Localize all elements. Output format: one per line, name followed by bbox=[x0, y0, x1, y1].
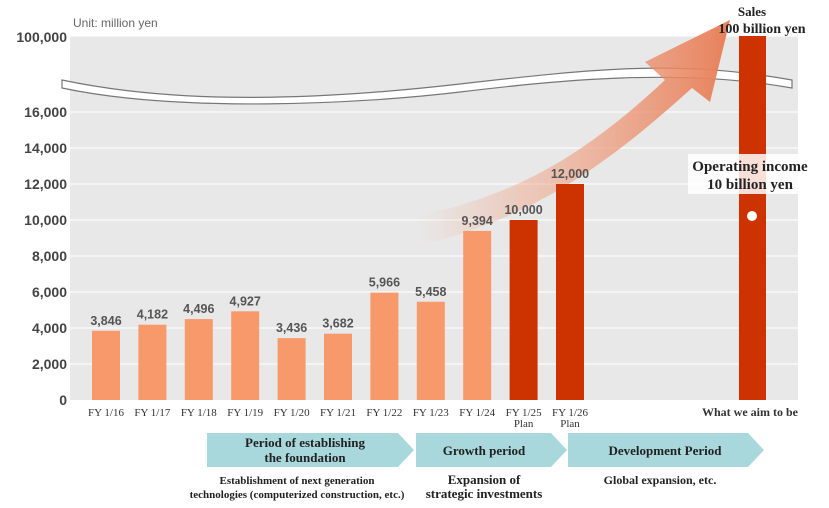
bar-fy-1-26 bbox=[556, 184, 584, 400]
bar-fy-1-17 bbox=[138, 324, 167, 400]
x-tick-label: FY 1/24 bbox=[459, 407, 495, 419]
phase-3-arrow bbox=[568, 433, 764, 467]
y-axis-ticks: 0 2,000 4,000 6,000 8,000 10,000 12,000 14,000 1… bbox=[16, 29, 67, 408]
y-tick-label: 16,000 bbox=[24, 104, 67, 120]
phase-2-desc-line1: Expansion of bbox=[448, 472, 521, 487]
unit-label: Unit: million yen bbox=[73, 16, 158, 30]
value-label: 4,496 bbox=[183, 302, 214, 316]
value-label: 4,182 bbox=[137, 308, 168, 322]
x-tick-sublabel: Plan bbox=[514, 418, 534, 430]
x-tick-label: FY 1/21 bbox=[320, 407, 356, 419]
target-category-label: What we aim to be bbox=[702, 405, 799, 419]
value-label: 3,436 bbox=[276, 321, 307, 335]
value-label: 5,458 bbox=[415, 285, 446, 299]
x-tick-label: FY 1/26 bbox=[552, 407, 588, 419]
phase-2-arrow bbox=[416, 433, 567, 467]
x-tick-label: FY 1/22 bbox=[366, 407, 402, 419]
y-tick-label: 100,000 bbox=[16, 29, 67, 45]
phase-1-desc-line2: technologies (computerized construction,… bbox=[190, 489, 405, 501]
phase-1-label-line2: the foundation bbox=[264, 450, 346, 465]
x-axis-labels: FY 1/16 FY 1/17 FY 1/18 FY 1/19 FY 1/20 FY 1/… bbox=[88, 407, 588, 430]
bar-fy-1-21 bbox=[324, 333, 352, 400]
y-tick-label: 4,000 bbox=[32, 320, 67, 336]
y-tick-label: 10,000 bbox=[24, 212, 67, 228]
bar-fy-1-22 bbox=[370, 292, 399, 400]
value-label: 12,000 bbox=[551, 167, 589, 181]
x-tick-sublabel: Plan bbox=[560, 418, 580, 430]
phase-1: Period of establishing the foundation Es… bbox=[190, 433, 414, 501]
operating-income-box bbox=[688, 154, 812, 194]
x-tick-label: FY 1/17 bbox=[134, 407, 170, 419]
phase-1-label-line1: Period of establishing bbox=[245, 435, 365, 450]
value-label: 10,000 bbox=[504, 203, 542, 217]
operating-income-value: 10 billion yen bbox=[707, 177, 794, 193]
x-tick-label: FY 1/23 bbox=[413, 407, 449, 419]
bar-fy-1-24 bbox=[463, 230, 492, 400]
axis-break-wave bbox=[61, 67, 793, 105]
x-tick-label: FY 1/25 bbox=[506, 407, 542, 419]
value-label: 9,394 bbox=[462, 214, 493, 228]
bars bbox=[92, 184, 584, 400]
value-label: 4,927 bbox=[230, 294, 261, 308]
target-sales-label: Sales bbox=[738, 4, 766, 19]
value-label: 5,966 bbox=[369, 276, 400, 290]
phase-3: Development Period Global expansion, etc… bbox=[568, 433, 764, 487]
growth-arrow bbox=[420, 20, 730, 245]
x-tick-label: FY 1/16 bbox=[88, 407, 124, 419]
target-sales-value: 100 billion yen bbox=[718, 22, 805, 37]
bar-fy-1-20 bbox=[277, 338, 306, 400]
bar-fy-1-19 bbox=[231, 311, 260, 400]
phase-1-arrow bbox=[207, 433, 414, 467]
phase-3-label: Development Period bbox=[608, 443, 722, 458]
x-tick-label: FY 1/18 bbox=[181, 407, 217, 419]
operating-income-marker bbox=[747, 211, 757, 221]
y-tick-label: 8,000 bbox=[32, 248, 67, 264]
value-labels: 3,846 4,182 4,496 4,927 3,436 3,682 5,966 5,458… bbox=[90, 167, 589, 335]
x-tick-label: FY 1/20 bbox=[274, 407, 310, 419]
y-tick-label: 14,000 bbox=[24, 140, 67, 156]
y-tick-label: 12,000 bbox=[24, 176, 67, 192]
y-tick-label: 6,000 bbox=[32, 284, 67, 300]
phase-3-desc: Global expansion, etc. bbox=[604, 473, 717, 487]
phase-2-desc-line2: strategic investments bbox=[426, 486, 543, 501]
x-tick-label: FY 1/19 bbox=[227, 407, 263, 419]
bar-fy-1-25 bbox=[509, 220, 538, 400]
bar-fy-1-23 bbox=[416, 301, 445, 400]
value-label: 3,846 bbox=[90, 314, 121, 328]
operating-income-label: Operating income bbox=[692, 159, 808, 175]
phase-2-label: Growth period bbox=[443, 443, 526, 458]
y-tick-label: 2,000 bbox=[32, 356, 67, 372]
phase-2: Growth period Expansion of strategic inv… bbox=[416, 433, 567, 501]
bar-fy-1-18 bbox=[184, 319, 213, 400]
value-label: 3,682 bbox=[322, 317, 353, 331]
bar-fy-1-16 bbox=[92, 330, 120, 400]
phase-1-desc-line1: Establishment of next generation bbox=[220, 475, 375, 487]
y-tick-label: 0 bbox=[59, 392, 67, 408]
